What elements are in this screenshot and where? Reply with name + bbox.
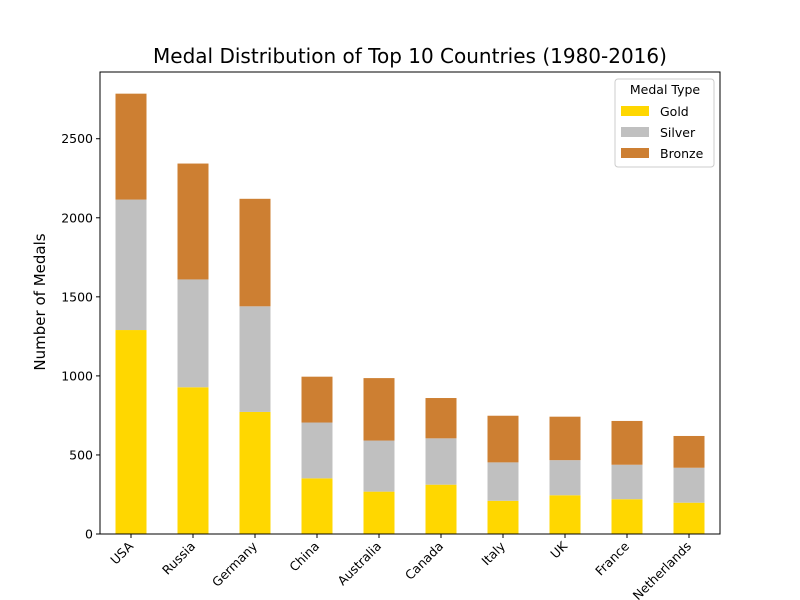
x-tick-label: Canada xyxy=(402,539,446,583)
bar-silver-russia xyxy=(177,279,209,388)
legend: Medal Type Gold Silver Bronze xyxy=(614,78,715,168)
x-tick-label: China xyxy=(286,539,322,575)
x-tick-label: USA xyxy=(107,538,136,567)
bar-bronze-canada xyxy=(425,398,457,439)
bar-bronze-germany xyxy=(239,198,271,307)
bar-gold-china xyxy=(301,478,333,534)
bar-bronze-france xyxy=(611,420,643,465)
bar-silver-canada xyxy=(425,438,457,485)
bar-silver-netherlands xyxy=(673,467,705,503)
x-tick-label: Netherlands xyxy=(630,539,694,600)
bar-silver-germany xyxy=(239,306,271,412)
y-tick-label: 2000 xyxy=(61,210,93,225)
x-tick-label: Italy xyxy=(478,538,508,568)
legend-swatch-gold xyxy=(621,106,649,116)
bar-gold-france xyxy=(611,499,643,534)
bar-bronze-australia xyxy=(363,378,395,441)
bar-silver-uk xyxy=(549,460,581,496)
bar-gold-australia xyxy=(363,491,395,534)
x-tick-label: Russia xyxy=(159,539,198,578)
bar-gold-canada xyxy=(425,484,457,534)
bar-gold-russia xyxy=(177,387,209,534)
bar-bronze-russia xyxy=(177,163,209,280)
x-tick-label: France xyxy=(592,538,632,578)
bars-group xyxy=(115,93,705,534)
x-tick-label: Australia xyxy=(334,539,384,589)
bar-gold-germany xyxy=(239,411,271,534)
legend-label-silver: Silver xyxy=(660,125,696,140)
legend-swatch-bronze xyxy=(621,148,649,158)
legend-title: Medal Type xyxy=(630,82,701,97)
y-axis: 0 500 1000 1500 2000 2500 xyxy=(61,131,100,542)
bar-gold-italy xyxy=(487,500,519,534)
y-tick-label: 1000 xyxy=(61,368,93,383)
bar-gold-netherlands xyxy=(673,502,705,534)
bar-silver-usa xyxy=(115,199,147,331)
y-tick-label: 0 xyxy=(85,527,93,542)
y-tick-label: 1500 xyxy=(61,289,93,304)
y-axis-label: Number of Medals xyxy=(31,233,49,370)
legend-swatch-silver xyxy=(621,127,649,137)
bar-bronze-usa xyxy=(115,93,147,200)
bar-silver-china xyxy=(301,422,333,479)
bar-bronze-china xyxy=(301,376,333,423)
legend-box xyxy=(614,78,715,168)
bar-silver-france xyxy=(611,464,643,500)
bar-gold-usa xyxy=(115,330,147,534)
chart-title: Medal Distribution of Top 10 Countries (… xyxy=(153,44,667,68)
x-tick-label: Germany xyxy=(209,538,261,590)
x-tick-label: UK xyxy=(547,538,570,561)
y-tick-label: 2500 xyxy=(61,131,93,146)
bar-bronze-italy xyxy=(487,415,519,463)
bar-bronze-uk xyxy=(549,416,581,461)
bar-silver-australia xyxy=(363,440,395,492)
legend-label-gold: Gold xyxy=(660,104,689,119)
bar-bronze-netherlands xyxy=(673,435,705,468)
bar-silver-italy xyxy=(487,462,519,501)
x-axis: USA Russia Germany China Australia Canada Ital… xyxy=(107,534,694,600)
plot-frame xyxy=(99,71,721,535)
legend-label-bronze: Bronze xyxy=(660,146,704,161)
bar-gold-uk xyxy=(549,495,581,534)
y-tick-label: 500 xyxy=(69,447,93,462)
